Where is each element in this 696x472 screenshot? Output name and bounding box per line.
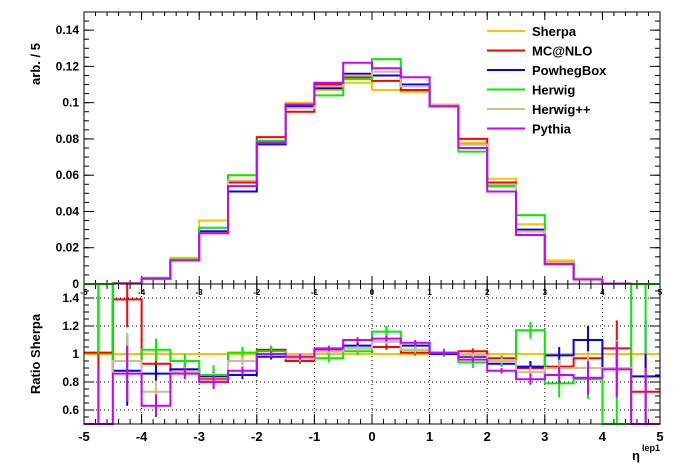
ratio-x-axis-label-symbol: η <box>632 448 640 463</box>
distribution-series <box>84 58 660 285</box>
distribution-y-tick-label: 0.02 <box>56 241 80 255</box>
ratio-x-tick-label: -3 <box>193 429 205 444</box>
distribution-y-tick-label: 0.12 <box>56 59 80 73</box>
ratio-x-tick-label: -4 <box>136 429 148 444</box>
ratio-panel: 0.6 0.8 1 1.2 1.4 -5 -4 -3 -2 -1 0 1 2 3 4 5 Ratio She… <box>28 283 664 463</box>
legend-label: Pythia <box>532 122 572 137</box>
distribution-y-tick-label: 0 <box>72 277 79 291</box>
ratio-x-ticks: -5 -4 -3 -2 -1 0 1 2 3 4 5 <box>78 284 664 444</box>
ratio-x-tick-label: 4 <box>599 429 607 444</box>
distribution-series-sherpa <box>84 81 660 285</box>
distribution-y-tick-label: 0.1 <box>62 96 79 110</box>
ratio-y-tick-label: 1.2 <box>62 319 79 333</box>
distribution-y-ticks: 0 0.02 0.04 0.06 0.08 0.1 0.12 0.14 <box>56 20 660 291</box>
ratio-x-tick-label: 0 <box>368 429 375 444</box>
distribution-panel: 00.020.040.060.080.10.120.14 -5-4-3-2-10… <box>28 11 663 297</box>
distribution-series-pythia <box>84 61 660 285</box>
ratio-y-tick-label: 1.4 <box>62 291 79 305</box>
legend-label: PowhegBox <box>532 63 607 78</box>
legend: Sherpa MC@NLO PowhegBox Herwig Herwig++ Pythi… <box>487 24 607 137</box>
ratio-grid <box>84 284 660 424</box>
ratio-y-tick-label: 1 <box>72 347 79 361</box>
ratio-x-tick-label: 1 <box>426 429 433 444</box>
ratio-x-axis-label: η lep1 <box>632 443 660 463</box>
distribution-y-tick-label: 0.06 <box>56 168 80 182</box>
ratio-series <box>84 283 660 425</box>
distribution-y-tick-label: 0.04 <box>56 204 80 218</box>
ratio-x-axis-label-superscript: lep1 <box>642 443 660 453</box>
ratio-x-tick-label: -1 <box>309 429 321 444</box>
legend-label: Sherpa <box>532 24 577 39</box>
ratio-y-axis-label: Ratio Sherpa <box>28 313 43 394</box>
ratio-x-tick-label: -5 <box>78 429 90 444</box>
distribution-y-axis-label: arb. / 5 <box>28 43 43 85</box>
legend-label: Herwig++ <box>532 102 591 117</box>
ratio-x-tick-label: 5 <box>656 429 663 444</box>
distribution-y-tick-label: 0.08 <box>56 132 80 146</box>
ratio-x-tick-label: 3 <box>541 429 548 444</box>
ratio-x-tick-label: -2 <box>251 429 263 444</box>
distribution-y-tick-label: 0.14 <box>56 23 80 37</box>
ratio-frame <box>83 283 661 425</box>
ratio-y-tick-label: 0.6 <box>62 403 79 417</box>
ratio-x-tick-label: 2 <box>484 429 491 444</box>
legend-label: MC@NLO <box>532 44 592 59</box>
ratio-y-tick-label: 0.8 <box>62 375 79 389</box>
legend-label: Herwig <box>532 83 575 98</box>
ratio-series-herwig <box>84 283 660 425</box>
